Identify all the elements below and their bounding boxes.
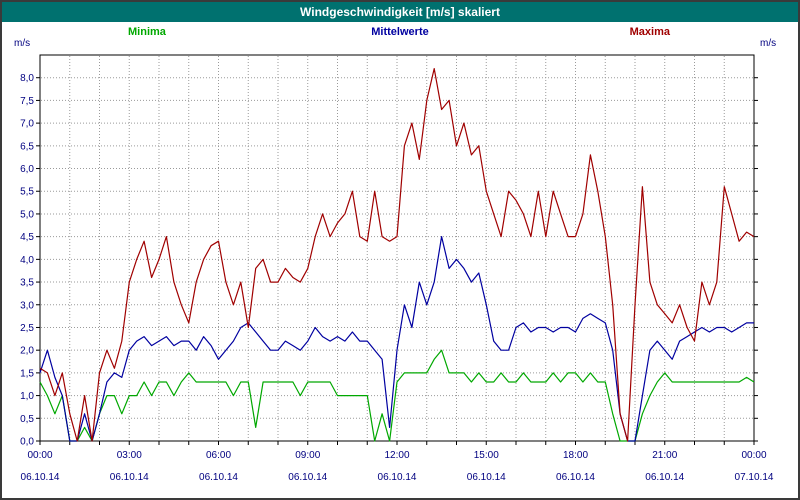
svg-text:7,0: 7,0 — [20, 119, 34, 130]
svg-text:00:00: 00:00 — [741, 450, 766, 461]
svg-text:06.10.14: 06.10.14 — [645, 472, 684, 483]
svg-text:06.10.14: 06.10.14 — [288, 472, 327, 483]
svg-text:00:00: 00:00 — [27, 450, 52, 461]
svg-text:07.10.14: 07.10.14 — [735, 472, 774, 483]
svg-text:06:00: 06:00 — [206, 450, 231, 461]
svg-text:m/s: m/s — [760, 38, 776, 49]
svg-text:06.10.14: 06.10.14 — [556, 472, 595, 483]
svg-text:06.10.14: 06.10.14 — [467, 472, 506, 483]
svg-text:03:00: 03:00 — [117, 450, 142, 461]
svg-text:8,0: 8,0 — [20, 73, 34, 84]
legend-item-maxima: Maxima — [629, 26, 670, 38]
legend-item-mittelwerte: Mittelwerte — [371, 26, 429, 38]
legend-item-minima: Minima — [128, 26, 166, 38]
svg-text:3,5: 3,5 — [20, 278, 34, 289]
svg-text:12:00: 12:00 — [384, 450, 409, 461]
svg-text:21:00: 21:00 — [652, 450, 677, 461]
chart-title-bar: Windgeschwindigkeit [m/s] skaliert — [2, 2, 798, 22]
svg-text:06.10.14: 06.10.14 — [110, 472, 149, 483]
svg-text:06.10.14: 06.10.14 — [378, 472, 417, 483]
chart-legend: Minima Mittelwerte Maxima — [2, 26, 798, 42]
svg-text:15:00: 15:00 — [474, 450, 499, 461]
svg-text:6,5: 6,5 — [20, 141, 34, 152]
chart-title: Windgeschwindigkeit [m/s] skaliert — [300, 5, 500, 19]
svg-text:0,5: 0,5 — [20, 414, 34, 425]
svg-text:18:00: 18:00 — [563, 450, 588, 461]
svg-text:2,5: 2,5 — [20, 323, 34, 334]
svg-text:5,0: 5,0 — [20, 209, 34, 220]
svg-text:7,5: 7,5 — [20, 96, 34, 107]
svg-text:06.10.14: 06.10.14 — [199, 472, 238, 483]
svg-text:5,5: 5,5 — [20, 187, 34, 198]
svg-text:0,0: 0,0 — [20, 437, 34, 448]
svg-text:1,5: 1,5 — [20, 368, 34, 379]
svg-text:m/s: m/s — [14, 38, 30, 49]
svg-text:09:00: 09:00 — [295, 450, 320, 461]
svg-text:3,0: 3,0 — [20, 300, 34, 311]
svg-text:1,0: 1,0 — [20, 391, 34, 402]
svg-text:4,0: 4,0 — [20, 255, 34, 266]
svg-text:6,0: 6,0 — [20, 164, 34, 175]
svg-text:4,5: 4,5 — [20, 232, 34, 243]
svg-text:06.10.14: 06.10.14 — [21, 472, 60, 483]
wind-speed-chart: 0,0 0,5 1,0 1,5 2,0 2,5 3,0 3,5 4,0 4,5 5,0 5,5 6,0 6… — [14, 38, 776, 483]
svg-text:2,0: 2,0 — [20, 346, 34, 357]
